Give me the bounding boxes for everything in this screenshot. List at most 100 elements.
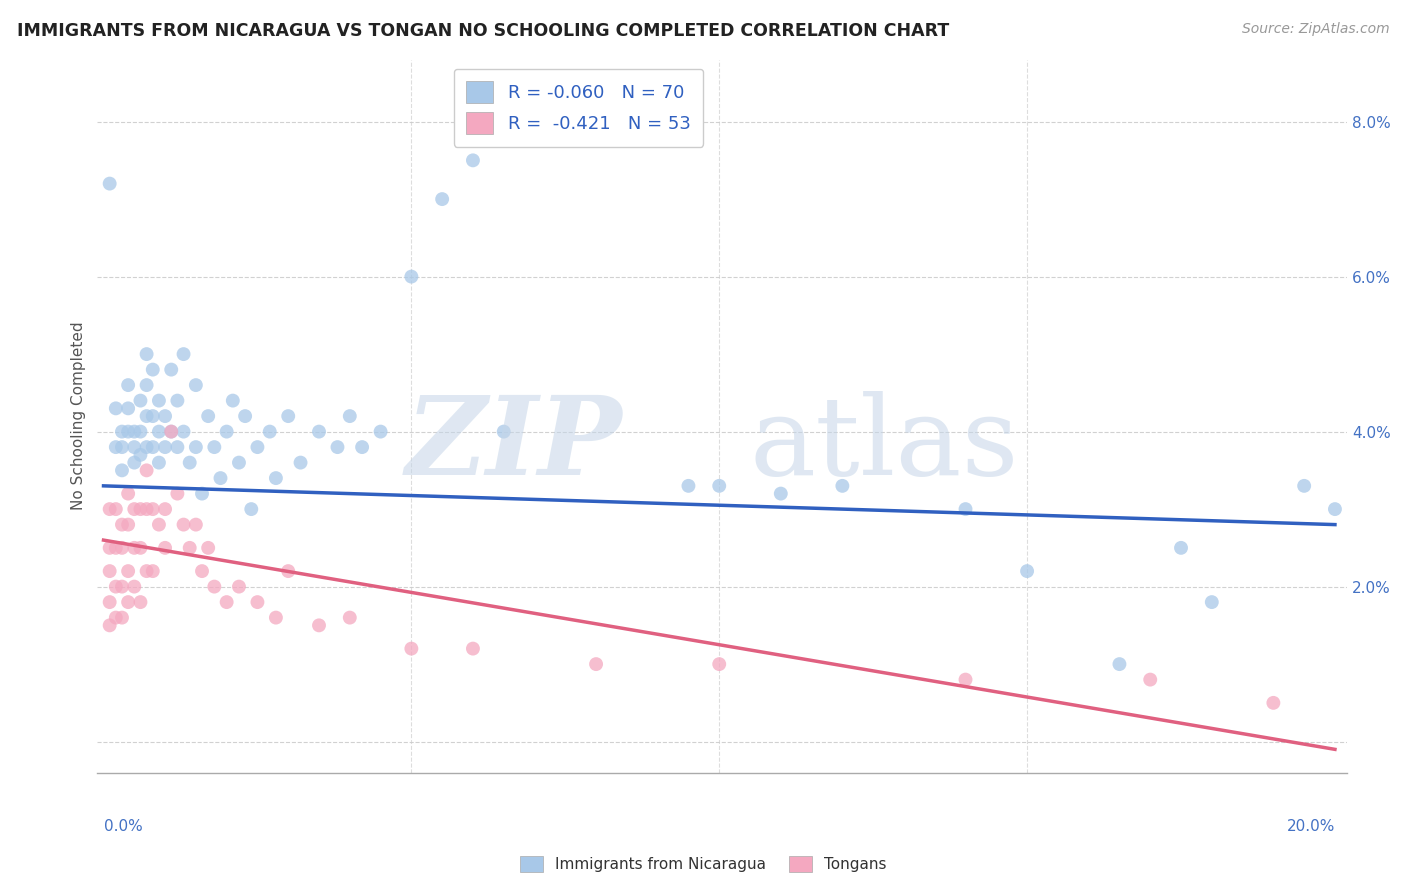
Text: 0.0%: 0.0% — [104, 819, 142, 834]
Point — [461, 153, 484, 168]
Point — [326, 440, 349, 454]
Text: IMMIGRANTS FROM NICARAGUA VS TONGAN NO SCHOOLING COMPLETED CORRELATION CHART: IMMIGRANTS FROM NICARAGUA VS TONGAN NO S… — [17, 22, 949, 40]
Point — [148, 456, 170, 470]
Point — [153, 502, 176, 516]
Point — [160, 362, 183, 376]
Point — [709, 479, 731, 493]
Point — [166, 393, 188, 408]
Point — [184, 378, 207, 392]
Point — [709, 657, 731, 672]
Point — [142, 362, 165, 376]
Point — [955, 673, 977, 687]
Point — [166, 440, 188, 454]
Point — [124, 440, 146, 454]
Point — [259, 425, 281, 439]
Point — [153, 440, 176, 454]
Point — [228, 456, 250, 470]
Point — [1170, 541, 1192, 555]
Point — [370, 425, 392, 439]
Point — [1139, 673, 1161, 687]
Point — [246, 440, 269, 454]
Point — [135, 502, 157, 516]
Point — [179, 456, 201, 470]
Point — [173, 425, 195, 439]
Point — [98, 541, 121, 555]
Point — [173, 517, 195, 532]
Point — [98, 564, 121, 578]
Point — [430, 192, 453, 206]
Point — [191, 564, 214, 578]
Point — [173, 347, 195, 361]
Point — [264, 471, 287, 485]
Point — [339, 409, 361, 423]
Point — [135, 347, 157, 361]
Point — [111, 580, 134, 594]
Point — [264, 610, 287, 624]
Point — [135, 378, 157, 392]
Point — [135, 440, 157, 454]
Point — [111, 425, 134, 439]
Point — [160, 425, 183, 439]
Point — [308, 425, 330, 439]
Point — [111, 440, 134, 454]
Point — [352, 440, 374, 454]
Point — [124, 425, 146, 439]
Point — [401, 269, 423, 284]
Point — [955, 502, 977, 516]
Point — [215, 595, 238, 609]
Point — [461, 641, 484, 656]
Point — [98, 618, 121, 632]
Point — [129, 541, 152, 555]
Point — [308, 618, 330, 632]
Point — [117, 401, 139, 416]
Point — [202, 440, 225, 454]
Point — [492, 425, 515, 439]
Point — [117, 425, 139, 439]
Point — [246, 595, 269, 609]
Point — [401, 641, 423, 656]
Point — [98, 502, 121, 516]
Point — [104, 580, 127, 594]
Text: ZIP: ZIP — [406, 391, 623, 499]
Point — [215, 425, 238, 439]
Point — [277, 409, 299, 423]
Point — [184, 440, 207, 454]
Point — [148, 517, 170, 532]
Point — [339, 610, 361, 624]
Point — [104, 502, 127, 516]
Point — [678, 479, 700, 493]
Point — [1294, 479, 1316, 493]
Point — [240, 502, 263, 516]
Point — [160, 425, 183, 439]
Point — [831, 479, 853, 493]
Point — [135, 564, 157, 578]
Point — [142, 564, 165, 578]
Point — [153, 409, 176, 423]
Point — [1017, 564, 1039, 578]
Point — [117, 564, 139, 578]
Point — [142, 440, 165, 454]
Point — [104, 610, 127, 624]
Point — [233, 409, 256, 423]
Point — [1263, 696, 1285, 710]
Point — [179, 541, 201, 555]
Point — [769, 486, 792, 500]
Point — [124, 541, 146, 555]
Point — [202, 580, 225, 594]
Point — [129, 425, 152, 439]
Point — [277, 564, 299, 578]
Point — [98, 595, 121, 609]
Point — [184, 517, 207, 532]
Legend: R = -0.060   N = 70, R =  -0.421   N = 53: R = -0.060 N = 70, R = -0.421 N = 53 — [454, 69, 703, 147]
Point — [290, 456, 312, 470]
Point — [153, 541, 176, 555]
Point — [104, 440, 127, 454]
Legend: Immigrants from Nicaragua, Tongans: Immigrants from Nicaragua, Tongans — [512, 848, 894, 880]
Point — [124, 456, 146, 470]
Point — [129, 595, 152, 609]
Point — [117, 517, 139, 532]
Y-axis label: No Schooling Completed: No Schooling Completed — [72, 322, 86, 510]
Point — [124, 580, 146, 594]
Point — [222, 393, 245, 408]
Point — [111, 610, 134, 624]
